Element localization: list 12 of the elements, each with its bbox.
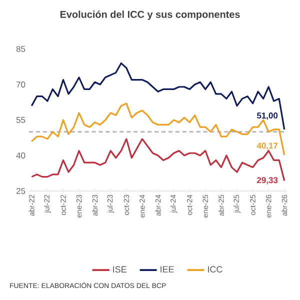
legend-label: ICC xyxy=(208,266,222,273)
y-tick-label: 40 xyxy=(16,152,26,158)
data-label: 40,17 xyxy=(256,142,278,150)
legend-label: IEE xyxy=(160,266,174,272)
legend-label: ISE xyxy=(113,266,126,273)
chart-title: Evolución del ICC y sus componentes xyxy=(60,10,240,20)
y-tick-label: 55 xyxy=(16,117,26,123)
y-tick-label: 25 xyxy=(16,188,26,194)
data-label: 51,00 xyxy=(256,112,278,120)
y-tick-label: 70 xyxy=(16,82,26,88)
data-label: 29,33 xyxy=(257,177,278,184)
y-tick-label: 85 xyxy=(16,46,26,52)
